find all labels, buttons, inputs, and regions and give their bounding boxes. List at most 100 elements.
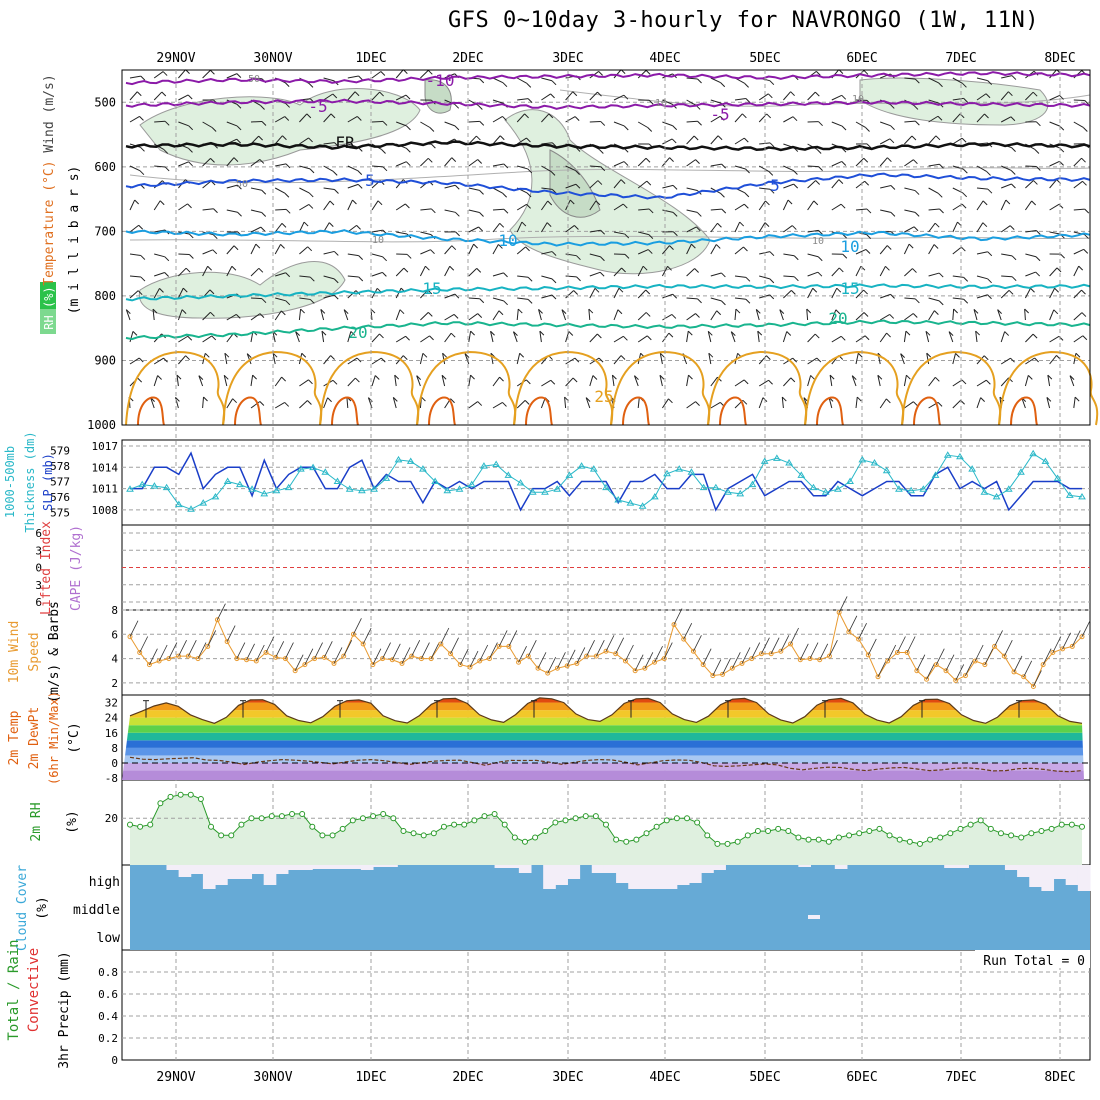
wind10m-marker — [613, 651, 619, 657]
wind-barb-flag — [517, 308, 523, 314]
wind-barb-flag — [1083, 248, 1089, 254]
isotherm-label: 10 — [498, 231, 517, 250]
wind-barb — [298, 221, 305, 233]
wind-barb-flag — [764, 222, 770, 228]
wind-barb — [298, 309, 302, 321]
thickness-marker — [785, 459, 793, 466]
wind10m-barb — [207, 630, 217, 647]
rh2m-marker — [1028, 830, 1035, 837]
wind-barb-flag — [330, 355, 335, 360]
rh2m-marker — [734, 838, 741, 845]
wind-barb — [1000, 357, 1011, 365]
wind10m-marker — [350, 631, 356, 637]
thickness-marker — [943, 451, 952, 458]
wind10m-barb — [741, 647, 751, 664]
wind10m-marker — [127, 634, 133, 640]
wind-barb-flag — [1075, 352, 1081, 358]
wind-barb — [178, 253, 190, 256]
wind-barb-flag — [672, 125, 678, 131]
wind-barb-flag — [308, 379, 313, 385]
wind-barb — [420, 157, 429, 167]
thickness-marker — [663, 469, 671, 477]
wind-barb-flag — [716, 310, 722, 316]
wind-barb-flag — [790, 91, 795, 97]
wind-barb — [347, 357, 358, 365]
wind-barb — [710, 376, 718, 387]
wind-barb-flag — [913, 401, 918, 407]
wind-barb — [274, 223, 283, 233]
rh2m-marker — [846, 832, 853, 839]
cloud-high-bar — [494, 865, 508, 868]
wind-barb-flag — [597, 333, 602, 339]
isotherm-25-arc — [707, 350, 808, 426]
wind-barb-flag — [645, 70, 651, 75]
wind-barb-flag — [838, 179, 844, 184]
wind-barb-flag — [599, 271, 605, 277]
wind-barb — [299, 187, 310, 194]
date-label-bottom: 4DEC — [649, 1070, 680, 1085]
wind10m-marker — [496, 643, 502, 649]
rh2m-marker — [157, 800, 164, 807]
wind-barb — [492, 99, 504, 104]
wind-barb-flag — [526, 137, 531, 143]
thickness-marker — [138, 480, 147, 488]
wind-barb-flag — [454, 125, 460, 131]
thickness-marker — [541, 488, 549, 495]
wind-barb-flag — [159, 200, 165, 206]
thickness-axis-label: 1000-500mb — [3, 446, 17, 518]
wind-barb-flag — [817, 256, 823, 262]
wind-barb — [1025, 180, 1034, 189]
wind-barb-flag — [937, 402, 943, 407]
wind-barb-flag — [521, 221, 527, 227]
rh-legend-swatch — [40, 309, 56, 334]
cloud-high-bar — [166, 865, 180, 870]
wind-barb — [1024, 375, 1029, 387]
wind10m-marker — [1021, 674, 1027, 680]
wind-barb-flag — [255, 243, 261, 249]
wind-barb — [468, 331, 472, 343]
rh2m-marker — [370, 813, 377, 820]
wind10m-barb — [527, 639, 537, 657]
wind-barb — [710, 222, 718, 233]
wind10m-marker — [146, 662, 152, 668]
wind10m-barb — [139, 636, 149, 653]
wind-barb-flag — [303, 221, 309, 227]
rh2m-marker — [319, 832, 326, 839]
wind-barb-flag — [328, 222, 334, 227]
wind-barb — [444, 245, 453, 255]
wind-barb-flag — [476, 135, 481, 141]
wind-barb — [226, 73, 238, 79]
wind-barb — [492, 116, 503, 123]
wind10m-barb — [353, 618, 362, 635]
wind-barb-flag — [913, 226, 919, 232]
wind-barb-flag — [368, 397, 373, 402]
wind-barb — [272, 353, 276, 365]
wind-barb-flag — [513, 331, 518, 337]
wind-barb — [976, 397, 982, 409]
wind-barb-flag — [182, 287, 188, 293]
wind-barb — [1069, 375, 1075, 387]
wind-barb-flag — [600, 166, 606, 172]
wind-barb-flag — [477, 159, 483, 164]
cloud-high-bar — [348, 865, 362, 869]
thickness-marker — [834, 485, 842, 492]
wind-barb-flag — [648, 208, 654, 214]
wind-barb-flag — [793, 255, 799, 261]
wind-barb — [952, 308, 955, 321]
wind-barb — [347, 116, 358, 123]
wind-barb — [734, 137, 745, 145]
wind10m-marker — [865, 652, 871, 658]
wind-barb — [880, 209, 892, 213]
wind-barb-flag — [787, 199, 793, 205]
wind10m-marker — [341, 653, 347, 659]
wind10m-marker — [622, 658, 628, 664]
rh2m-marker — [147, 821, 154, 828]
wind-barb — [371, 357, 382, 365]
wind-barb-flag — [717, 222, 722, 228]
wind-barb-flag — [857, 352, 863, 358]
wind-barb-flag — [519, 352, 525, 358]
wind-barb-flag — [450, 398, 455, 404]
wind-barb — [226, 245, 235, 255]
wind-barb-flag — [721, 300, 726, 306]
wind-barb — [807, 375, 812, 387]
